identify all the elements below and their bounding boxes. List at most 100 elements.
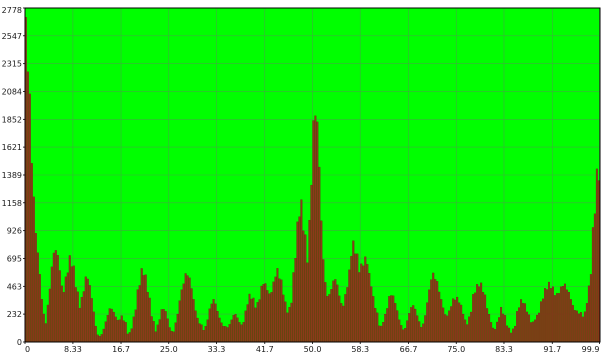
spectrum-bar bbox=[498, 317, 501, 343]
spectrum-bar bbox=[120, 315, 123, 343]
spectrum-bar bbox=[284, 301, 287, 343]
y-tick-label: 2778 bbox=[2, 6, 22, 15]
spectrum-bar bbox=[378, 325, 381, 343]
spectrum-bar bbox=[230, 319, 233, 343]
spectrum-bar bbox=[232, 315, 235, 343]
spectrum-bar bbox=[593, 213, 596, 343]
spectrum-bar bbox=[220, 322, 223, 343]
spectrum-bar bbox=[486, 308, 489, 343]
spectrum-bar bbox=[422, 323, 425, 343]
spectrum-bar bbox=[504, 315, 507, 343]
spectrum-bar bbox=[553, 295, 556, 343]
spectrum-bar bbox=[490, 322, 493, 343]
spectrum-bar bbox=[94, 325, 97, 343]
spectrum-bar bbox=[264, 283, 267, 343]
spectrum-bar bbox=[384, 313, 387, 343]
spectrum-bar bbox=[500, 307, 503, 343]
spectrum-bar bbox=[571, 305, 574, 343]
spectrum-bar bbox=[310, 184, 313, 343]
spectrum-bar bbox=[52, 252, 55, 343]
spectrum-bar bbox=[154, 331, 157, 343]
x-tick-label: 66.7 bbox=[400, 345, 418, 354]
spectrum-bar bbox=[370, 286, 373, 343]
y-tick-label: 2084 bbox=[2, 87, 22, 96]
spectrum-bar bbox=[134, 309, 137, 343]
x-axis-ticks: 0 8.33 16.7 25.0 33.3 41.7 50.0 58.3 66.7 75.0 83.… bbox=[24, 342, 600, 354]
spectrum-bar bbox=[358, 272, 361, 343]
spectrum-bar bbox=[72, 265, 75, 343]
spectrum-bar bbox=[286, 312, 289, 343]
spectrum-bar bbox=[468, 316, 471, 343]
spectrum-bar bbox=[446, 315, 449, 343]
spectrum-bar bbox=[88, 285, 91, 343]
spectrum-bar bbox=[559, 286, 562, 343]
spectrum-bar bbox=[573, 310, 576, 343]
spectrum-bar bbox=[142, 275, 145, 343]
spectrum-bar bbox=[244, 310, 247, 343]
spectrum-bar bbox=[438, 291, 441, 343]
spectrum-bar bbox=[476, 284, 479, 343]
spectrum-bar bbox=[510, 332, 513, 343]
x-tick-label: 75.0 bbox=[447, 345, 465, 354]
spectrum-bar bbox=[48, 288, 51, 343]
spectrum-bar bbox=[296, 221, 299, 343]
spectrum-bar bbox=[532, 321, 535, 343]
spectrum-bar bbox=[541, 298, 544, 343]
spectrum-bar bbox=[254, 307, 257, 343]
spectrum-bar bbox=[182, 283, 185, 343]
spectrum-bar bbox=[238, 322, 241, 343]
spectrum-bar bbox=[380, 325, 383, 343]
spectrum-bar bbox=[180, 289, 183, 343]
spectrum-bar bbox=[518, 307, 521, 343]
spectrum-bar bbox=[304, 234, 307, 343]
spectrum-bar bbox=[34, 233, 37, 343]
spectrum-bar bbox=[508, 327, 511, 343]
spectrum-bar bbox=[526, 311, 529, 343]
spectrum-bar bbox=[122, 320, 125, 343]
spectrum-bar bbox=[282, 294, 285, 343]
spectrum-bar bbox=[549, 288, 552, 343]
y-tick-label: 926 bbox=[7, 227, 22, 236]
spectrum-bar bbox=[258, 299, 261, 343]
spectrum-bar bbox=[54, 250, 57, 343]
spectrum-bar bbox=[587, 285, 590, 343]
spectrum-bar bbox=[342, 305, 345, 343]
spectrum-bar bbox=[332, 280, 335, 343]
spectrum-bar bbox=[432, 272, 435, 343]
spectrum-bar bbox=[356, 253, 359, 343]
x-tick-label: 50.0 bbox=[304, 345, 322, 354]
spectrum-bar bbox=[547, 281, 550, 343]
spectrum-bar bbox=[324, 282, 327, 343]
x-tick-label: 25.0 bbox=[160, 345, 178, 354]
spectrum-bar bbox=[26, 71, 29, 343]
spectrum-bar bbox=[555, 293, 558, 343]
spectrum-bar bbox=[218, 317, 221, 343]
spectrum-bar bbox=[276, 268, 279, 343]
spectrum-bar bbox=[114, 316, 117, 343]
spectrum-bar bbox=[396, 310, 399, 343]
spectrum-bar bbox=[426, 302, 429, 343]
spectrum-bar bbox=[408, 313, 411, 343]
spectrum-bar bbox=[328, 294, 331, 343]
spectrum-bar bbox=[581, 316, 584, 343]
spectrum-bar bbox=[344, 294, 347, 343]
spectrum-bar bbox=[524, 303, 527, 343]
spectrum-bar bbox=[565, 289, 568, 343]
spectrum-bar bbox=[416, 315, 419, 343]
spectrum-bar bbox=[390, 295, 393, 343]
spectrum-bar bbox=[104, 321, 107, 343]
spectrum-bar bbox=[256, 302, 259, 343]
spectrum-bar bbox=[236, 317, 239, 343]
spectrum-bar bbox=[200, 324, 203, 343]
spectrum-bar bbox=[585, 303, 588, 343]
spectrum-bar bbox=[270, 292, 273, 343]
spectrum-bar bbox=[569, 299, 572, 343]
spectrum-bar bbox=[280, 279, 283, 343]
spectrum-bar bbox=[520, 299, 523, 343]
y-tick-label: 0 bbox=[17, 338, 22, 347]
spectrum-bar bbox=[108, 308, 111, 343]
y-tick-label: 1158 bbox=[2, 199, 22, 208]
spectrum-bar bbox=[456, 296, 459, 343]
spectrum-bar bbox=[56, 255, 59, 343]
